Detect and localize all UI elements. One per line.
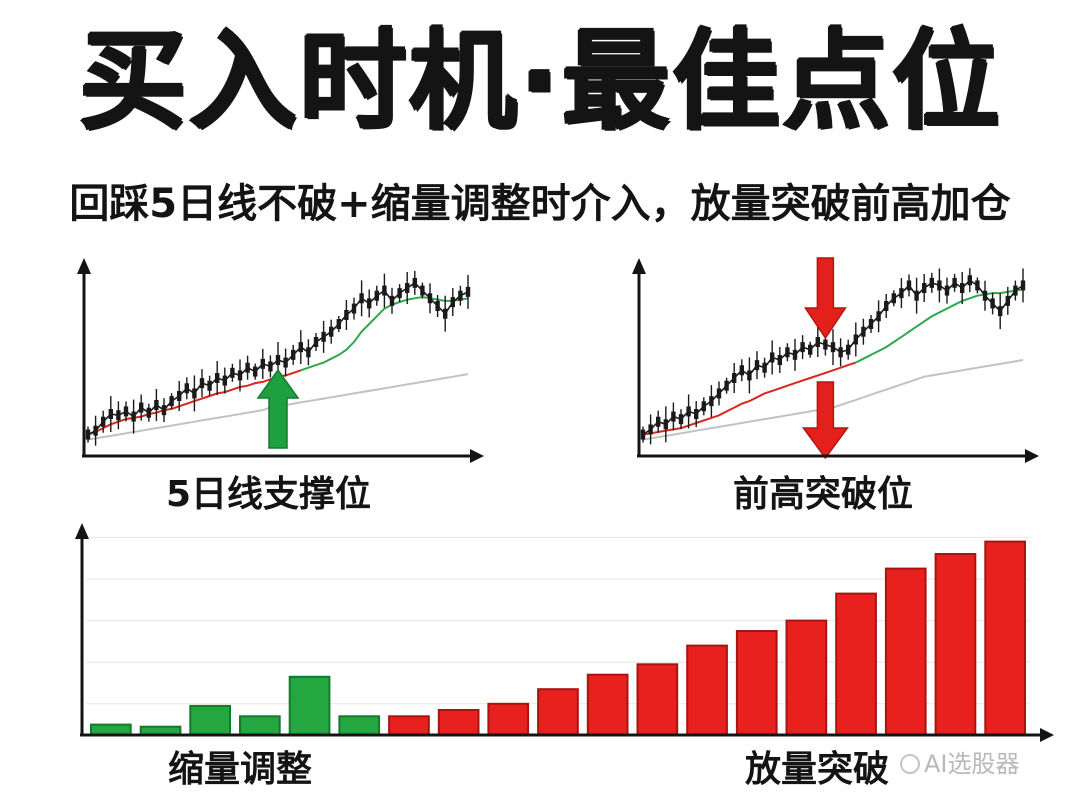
volume-bar — [537, 688, 579, 736]
right-x-axis-arrow-icon — [1025, 449, 1039, 463]
left-x-axis-arrow-icon — [470, 449, 484, 463]
volume-bar — [735, 630, 778, 736]
watermark: AI选股器 — [900, 752, 1020, 776]
page-subtitle: 回踩5日线不破+缩量调整时介入，放量突破前高加仓 — [69, 181, 1011, 227]
volume-bar — [835, 592, 877, 736]
left-y-axis-arrow-icon — [77, 258, 91, 274]
right-chart-label: 前高突破位 — [733, 474, 914, 515]
right-ma-green-line — [855, 288, 1024, 364]
volume-bar — [636, 663, 679, 736]
volume-bar — [934, 553, 977, 736]
volume-x-axis-arrow-icon — [1040, 728, 1054, 742]
volume-bar — [189, 704, 232, 736]
left-price-chart — [77, 258, 484, 463]
volume-bar — [338, 715, 381, 737]
volume-bar — [785, 619, 828, 736]
left-ma-green-line — [300, 295, 469, 372]
right-y-axis-arrow-icon — [632, 258, 646, 274]
volume-y-axis-arrow-icon — [75, 523, 89, 539]
watermark-logo-icon — [900, 754, 920, 774]
volume-low-label: 缩量调整 — [168, 749, 313, 790]
watermark-text: AI选股器 — [924, 750, 1020, 778]
volume-bar — [437, 709, 480, 736]
volume-bar — [388, 715, 430, 737]
volume-bar — [90, 723, 132, 737]
volume-bar — [884, 567, 927, 736]
volume-bar — [984, 540, 1026, 736]
volume-bar — [288, 675, 331, 737]
volume-bar — [487, 702, 530, 737]
left-price-line — [87, 281, 469, 436]
green-up-arrow-icon — [256, 368, 300, 449]
volume-bar — [586, 673, 629, 736]
volume-bar — [239, 715, 281, 737]
left-candle-body — [465, 286, 471, 297]
page-title: 买入时机·最佳点位 — [78, 19, 1002, 144]
right-ma-red-line — [642, 361, 857, 436]
red-down-arrow-icon — [801, 381, 849, 460]
right-price-line — [642, 279, 1024, 436]
volume-bar-chart — [75, 523, 1054, 742]
volume-bar — [686, 644, 728, 737]
left-chart-label: 5日线支撑位 — [166, 474, 372, 515]
volume-high-label: 放量突破 — [745, 749, 890, 790]
right-price-chart — [632, 257, 1039, 463]
red-down-arrow-icon — [803, 257, 847, 340]
